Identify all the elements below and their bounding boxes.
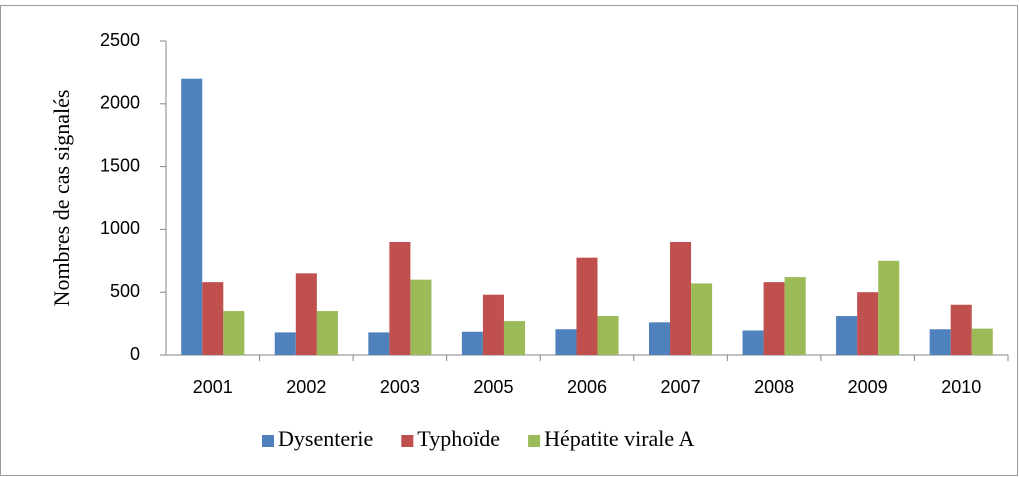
- bar: [691, 283, 713, 355]
- legend-label: Dysenterie: [278, 426, 373, 451]
- bar: [878, 260, 900, 355]
- y-tick-label: 2500: [100, 30, 140, 50]
- legend-swatch: [401, 435, 414, 447]
- y-tick-label: 0: [130, 344, 140, 364]
- bar: [368, 332, 390, 355]
- bar: [836, 316, 858, 355]
- bar: [784, 277, 806, 355]
- legend-label: Typhoïde: [417, 426, 500, 451]
- bar: [389, 241, 411, 355]
- bar: [482, 294, 504, 355]
- x-tick-label: 2009: [848, 377, 888, 397]
- bar: [410, 279, 432, 355]
- bar: [763, 282, 785, 355]
- bar: [202, 282, 224, 355]
- y-tick-label: 2000: [100, 93, 140, 113]
- x-tick-label: 2002: [286, 377, 326, 397]
- bar: [950, 304, 972, 355]
- x-tick-label: 2006: [567, 377, 607, 397]
- bar: [576, 257, 598, 355]
- y-axis-title: Nombres de cas signalés: [49, 90, 74, 307]
- x-tick-label: 2007: [661, 377, 701, 397]
- y-tick-label: 1000: [100, 218, 140, 238]
- bar: [181, 78, 203, 356]
- bar: [670, 241, 692, 355]
- x-tick-label: 2005: [473, 377, 513, 397]
- bar: [971, 328, 993, 355]
- x-tick-label: 2003: [380, 377, 420, 397]
- legend-label: Hépatite virale A: [544, 426, 694, 451]
- bar: [742, 330, 764, 355]
- bar: [597, 316, 619, 355]
- legend-swatch: [262, 435, 274, 447]
- bar: [274, 332, 296, 355]
- bar: [316, 311, 338, 355]
- x-tick-label: 2008: [754, 377, 794, 397]
- legend-swatch: [528, 435, 541, 447]
- bar: [295, 273, 317, 355]
- bar: [929, 329, 951, 355]
- x-tick-label: 2010: [941, 377, 981, 397]
- bar: [857, 292, 879, 355]
- bar: [648, 322, 671, 355]
- x-tick-label: 2001: [193, 377, 233, 397]
- bar: [503, 321, 526, 355]
- y-tick-label: 1500: [100, 155, 140, 175]
- bar: [555, 329, 577, 355]
- bar: [461, 331, 483, 355]
- y-tick-label: 500: [110, 281, 140, 301]
- chart-frame: [0, 5, 1018, 476]
- bar: [223, 311, 245, 355]
